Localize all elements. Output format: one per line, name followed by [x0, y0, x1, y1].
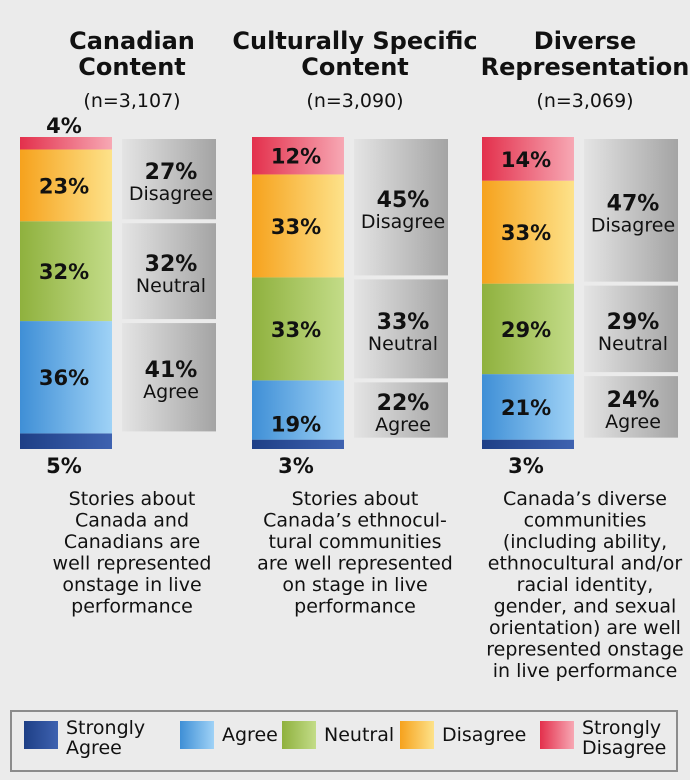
segment-label-disagree: 33% — [271, 215, 321, 239]
group-percent-agree: 24% — [607, 388, 660, 413]
group-box-agree — [584, 376, 678, 438]
panel-2: Culturally Specific Content (n=3,090) 22%Ag… — [232, 27, 477, 618]
panel-1: Canadian Content(n=3,107)41%Agree32%Neutr… — [20, 27, 216, 618]
legend-label-disagree: Disagree — [442, 724, 527, 746]
group-box-neutral — [584, 285, 678, 373]
segment-label-strongly-disagree: 4% — [46, 114, 82, 138]
group-box-disagree — [122, 139, 216, 220]
panel-caption: Canada’s diverse communities (including ab… — [486, 488, 684, 682]
segment-label-strongly-agree: 5% — [46, 454, 82, 478]
group-label-neutral: Neutral — [368, 333, 438, 355]
group-percent-disagree: 27% — [145, 160, 198, 185]
bar-segment-agree — [252, 380, 344, 440]
segment-label-neutral: 32% — [39, 260, 89, 284]
bar-segment-neutral — [20, 221, 112, 322]
group-label-agree: Agree — [143, 381, 199, 403]
legend-swatch-disagree — [400, 721, 434, 749]
group-box-neutral — [354, 279, 448, 379]
group-percent-agree: 41% — [145, 358, 198, 383]
panel-title: Canadian Content — [69, 27, 195, 81]
segment-label-agree: 36% — [39, 366, 89, 390]
legend-label-strongly-disagree: Strongly Disagree — [582, 717, 667, 759]
segment-label-agree: 21% — [501, 396, 551, 420]
group-box-agree — [122, 323, 216, 432]
group-percent-neutral: 32% — [145, 252, 198, 277]
bar-segment-disagree — [252, 174, 344, 278]
segment-label-disagree: 23% — [39, 174, 89, 198]
panel-caption: Stories about Canada and Canadians are well… — [53, 488, 212, 618]
legend-swatch-agree — [180, 721, 214, 749]
group-box-disagree — [354, 139, 448, 276]
panel-sample-size: (n=3,090) — [306, 90, 403, 112]
bar-segment-strongly-disagree — [482, 137, 574, 181]
legend-label-strongly-agree: Strongly Agree — [66, 717, 146, 759]
group-box-disagree — [584, 139, 678, 282]
segment-label-agree: 19% — [271, 413, 321, 437]
group-box-neutral — [122, 223, 216, 320]
bar-segment-neutral — [482, 283, 574, 375]
bar-segment-strongly-disagree — [252, 137, 344, 175]
group-percent-disagree: 47% — [607, 191, 660, 216]
legend-label-agree: Agree — [222, 724, 278, 746]
panel-title: Diverse Representation — [481, 27, 690, 81]
panel-caption: Stories about Canada’s ethnocul-tural com… — [257, 488, 453, 618]
group-percent-neutral: 33% — [377, 310, 430, 335]
segment-label-neutral: 33% — [271, 318, 321, 342]
segment-label-strongly-agree: 3% — [508, 454, 544, 478]
bar-segment-agree — [20, 321, 112, 434]
segment-label-strongly-disagree: 12% — [271, 145, 321, 169]
group-label-disagree: Disagree — [129, 183, 213, 205]
stacked-bar-chart: Canadian Content(n=3,107)41%Agree32%Neutr… — [20, 27, 690, 682]
segment-label-neutral: 29% — [501, 318, 551, 342]
legend-label-neutral: Neutral — [324, 724, 395, 746]
bar-segment-disagree — [20, 149, 112, 222]
group-percent-disagree: 45% — [377, 188, 430, 213]
bar-segment-disagree — [482, 180, 574, 284]
group-label-disagree: Disagree — [361, 211, 445, 233]
legend-swatch-strongly-disagree — [540, 721, 574, 749]
panel-sample-size: (n=3,069) — [536, 90, 633, 112]
group-label-agree: Agree — [375, 414, 431, 436]
segment-label-disagree: 33% — [501, 221, 551, 245]
bar-segment-agree — [482, 374, 574, 440]
bar-segment-strongly-disagree — [20, 137, 112, 150]
panel-title: Culturally Specific Content — [232, 27, 477, 81]
group-percent-neutral: 29% — [607, 310, 660, 335]
group-percent-agree: 22% — [377, 391, 430, 416]
legend: Strongly Agree Agree Neutral Disagree St… — [10, 710, 678, 772]
legend-swatch-strongly-agree — [24, 721, 58, 749]
panel-sample-size: (n=3,107) — [83, 90, 180, 112]
segment-label-strongly-agree: 3% — [278, 454, 314, 478]
group-label-neutral: Neutral — [136, 275, 206, 297]
bar-segment-strongly-agree — [482, 439, 574, 449]
group-box-agree — [354, 382, 448, 438]
bar-segment-neutral — [252, 277, 344, 381]
group-label-agree: Agree — [605, 411, 661, 433]
bar-segment-strongly-agree — [20, 433, 112, 449]
segment-label-strongly-disagree: 14% — [501, 148, 551, 172]
group-label-neutral: Neutral — [598, 333, 668, 355]
panel-3: Diverse Representation (n=3,069) 24%Agree 29… — [481, 27, 690, 682]
group-label-disagree: Disagree — [591, 214, 675, 236]
legend-swatch-neutral — [282, 721, 316, 749]
bar-segment-strongly-agree — [252, 439, 344, 449]
